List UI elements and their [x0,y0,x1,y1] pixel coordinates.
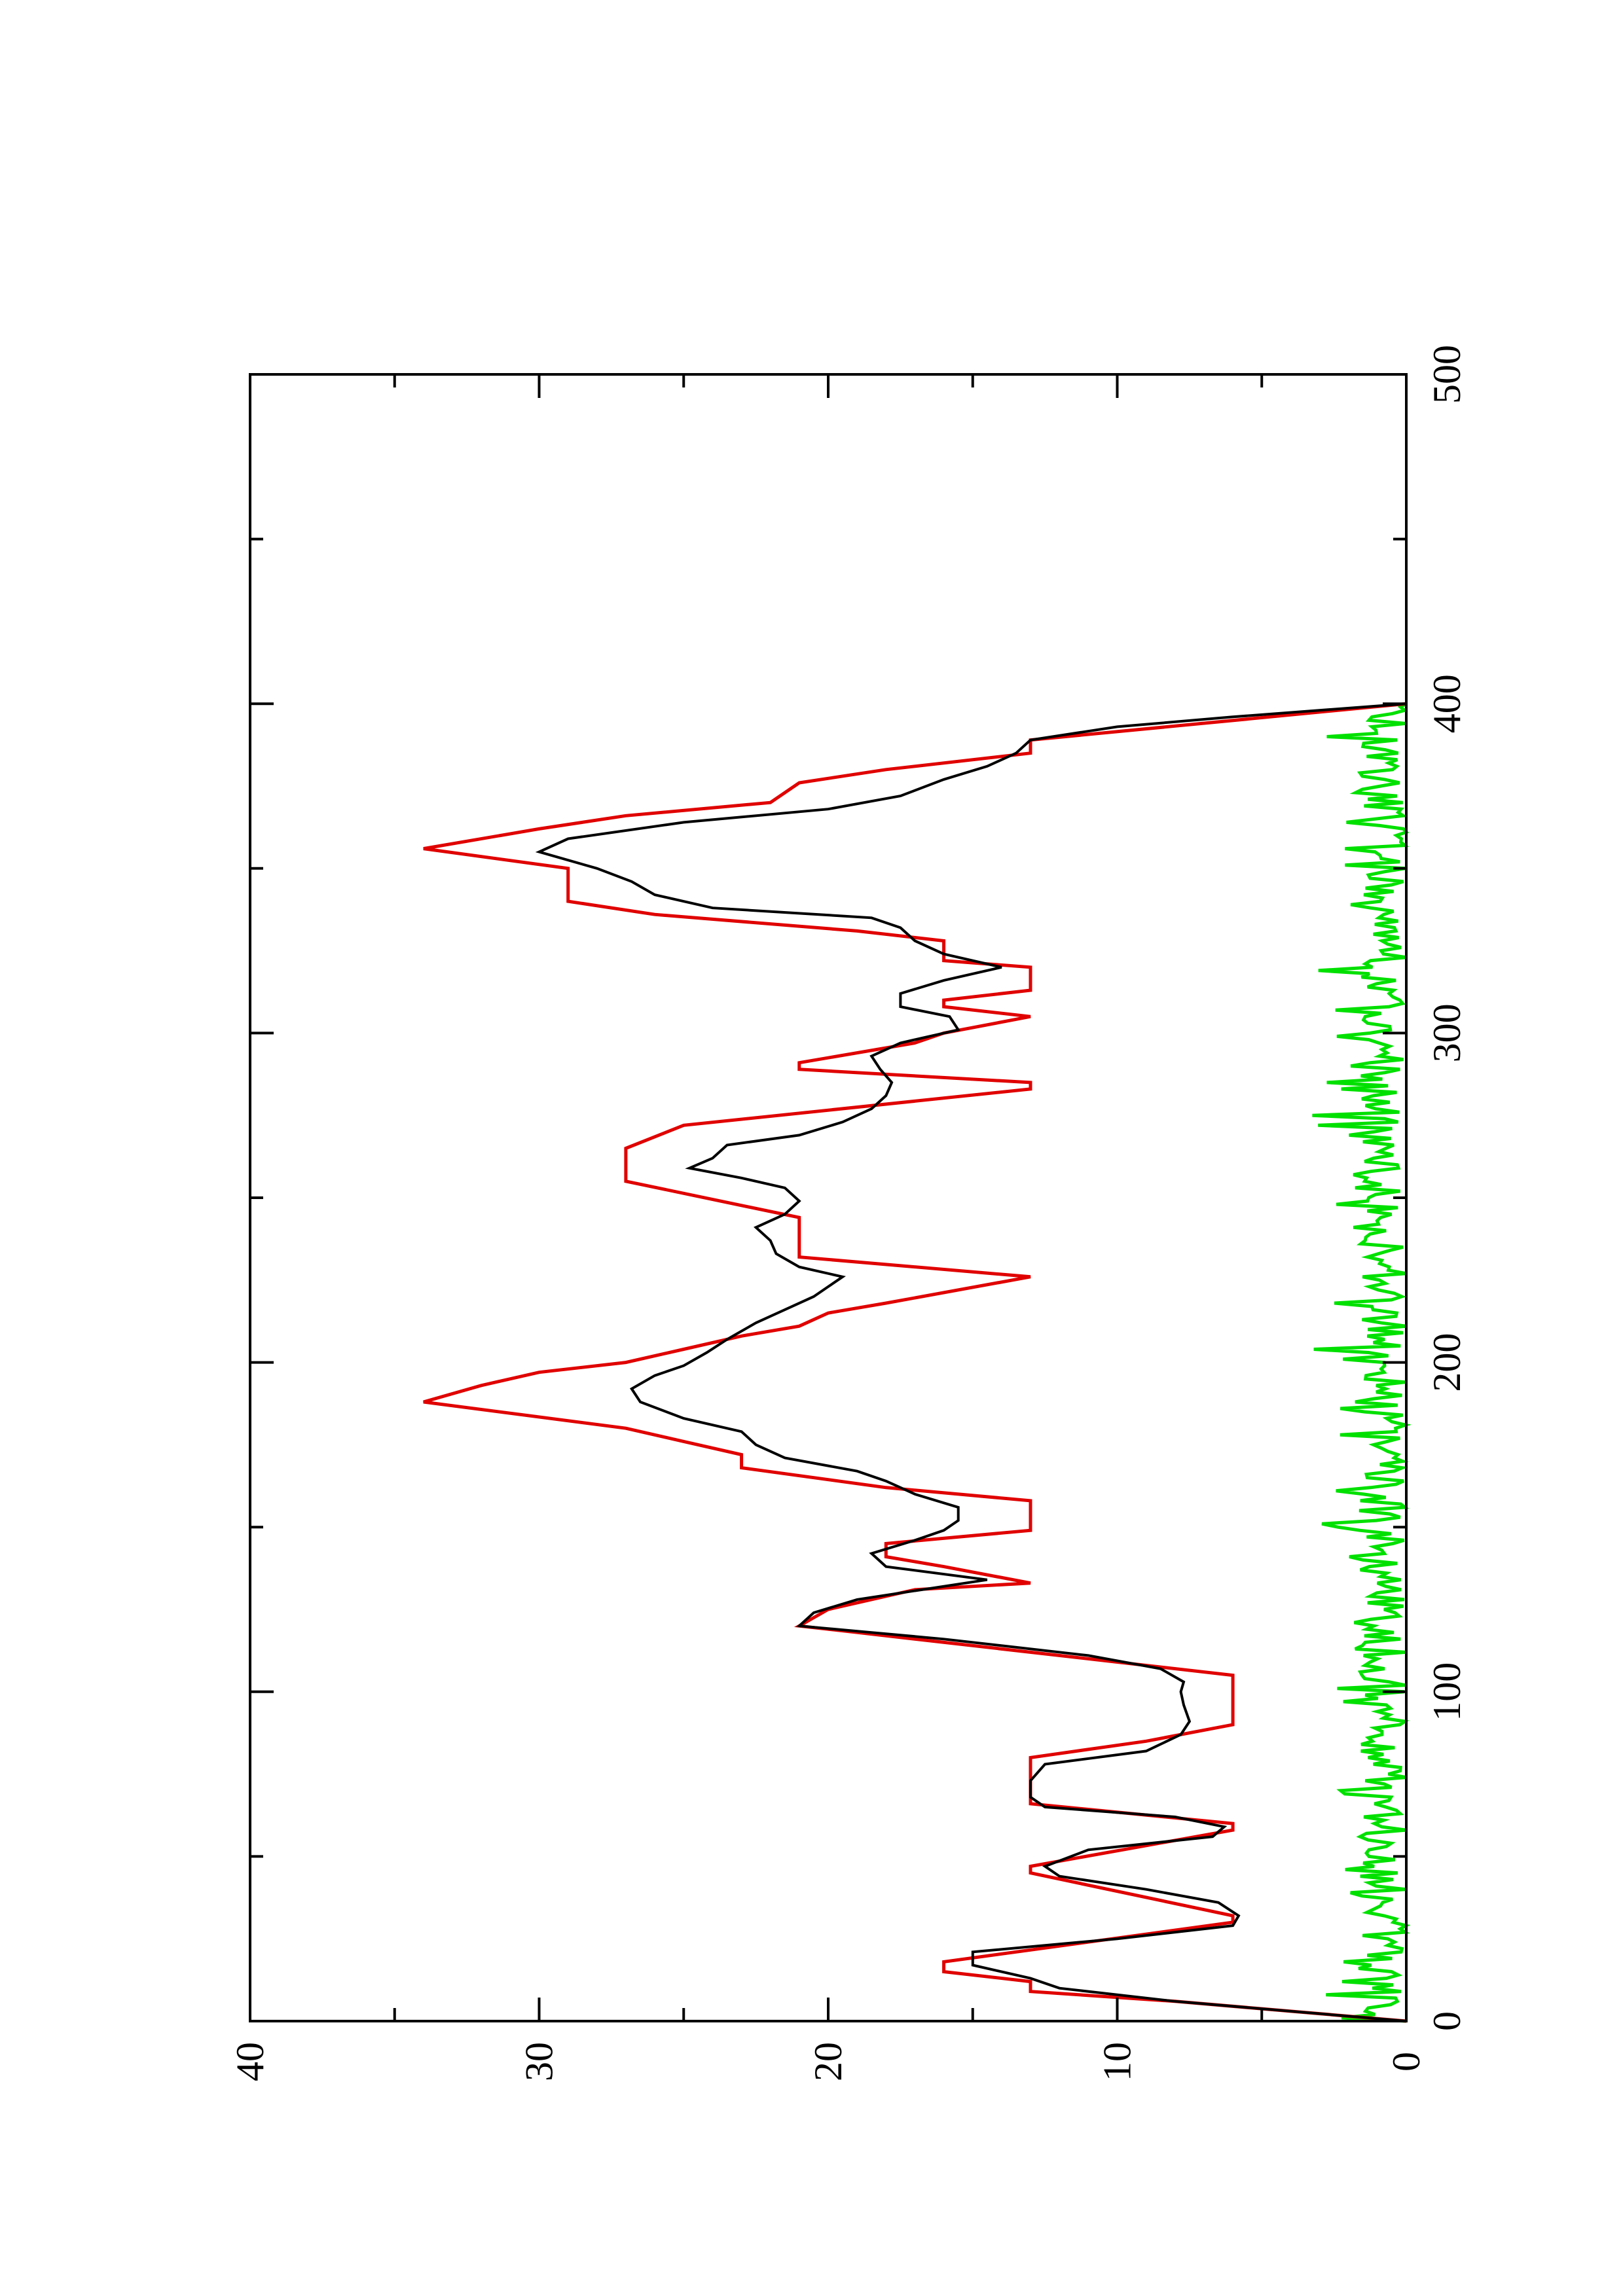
x-tick-label: 100 [1425,1662,1468,1721]
tick-labels: 0 100 200 300 400 500 0 10 20 30 40 [228,345,1468,2081]
series-line-1 [535,702,1407,2022]
ticks-layer [249,373,1408,2022]
y-tick-label: 0 [1385,2052,1428,2072]
y-tick-label: 30 [518,2042,561,2081]
x-tick-label: 400 [1425,674,1468,733]
x-tick-label: 0 [1425,2011,1468,2031]
x-tick-label: 200 [1425,1333,1468,1392]
y-tick-label: 10 [1096,2042,1139,2081]
series-line-0 [423,702,1407,2023]
y-tick-label: 20 [807,2042,850,2081]
x-tick-label: 300 [1425,1003,1468,1062]
y-tick-label: 40 [228,2042,272,2081]
x-tick-label: 500 [1425,345,1468,404]
